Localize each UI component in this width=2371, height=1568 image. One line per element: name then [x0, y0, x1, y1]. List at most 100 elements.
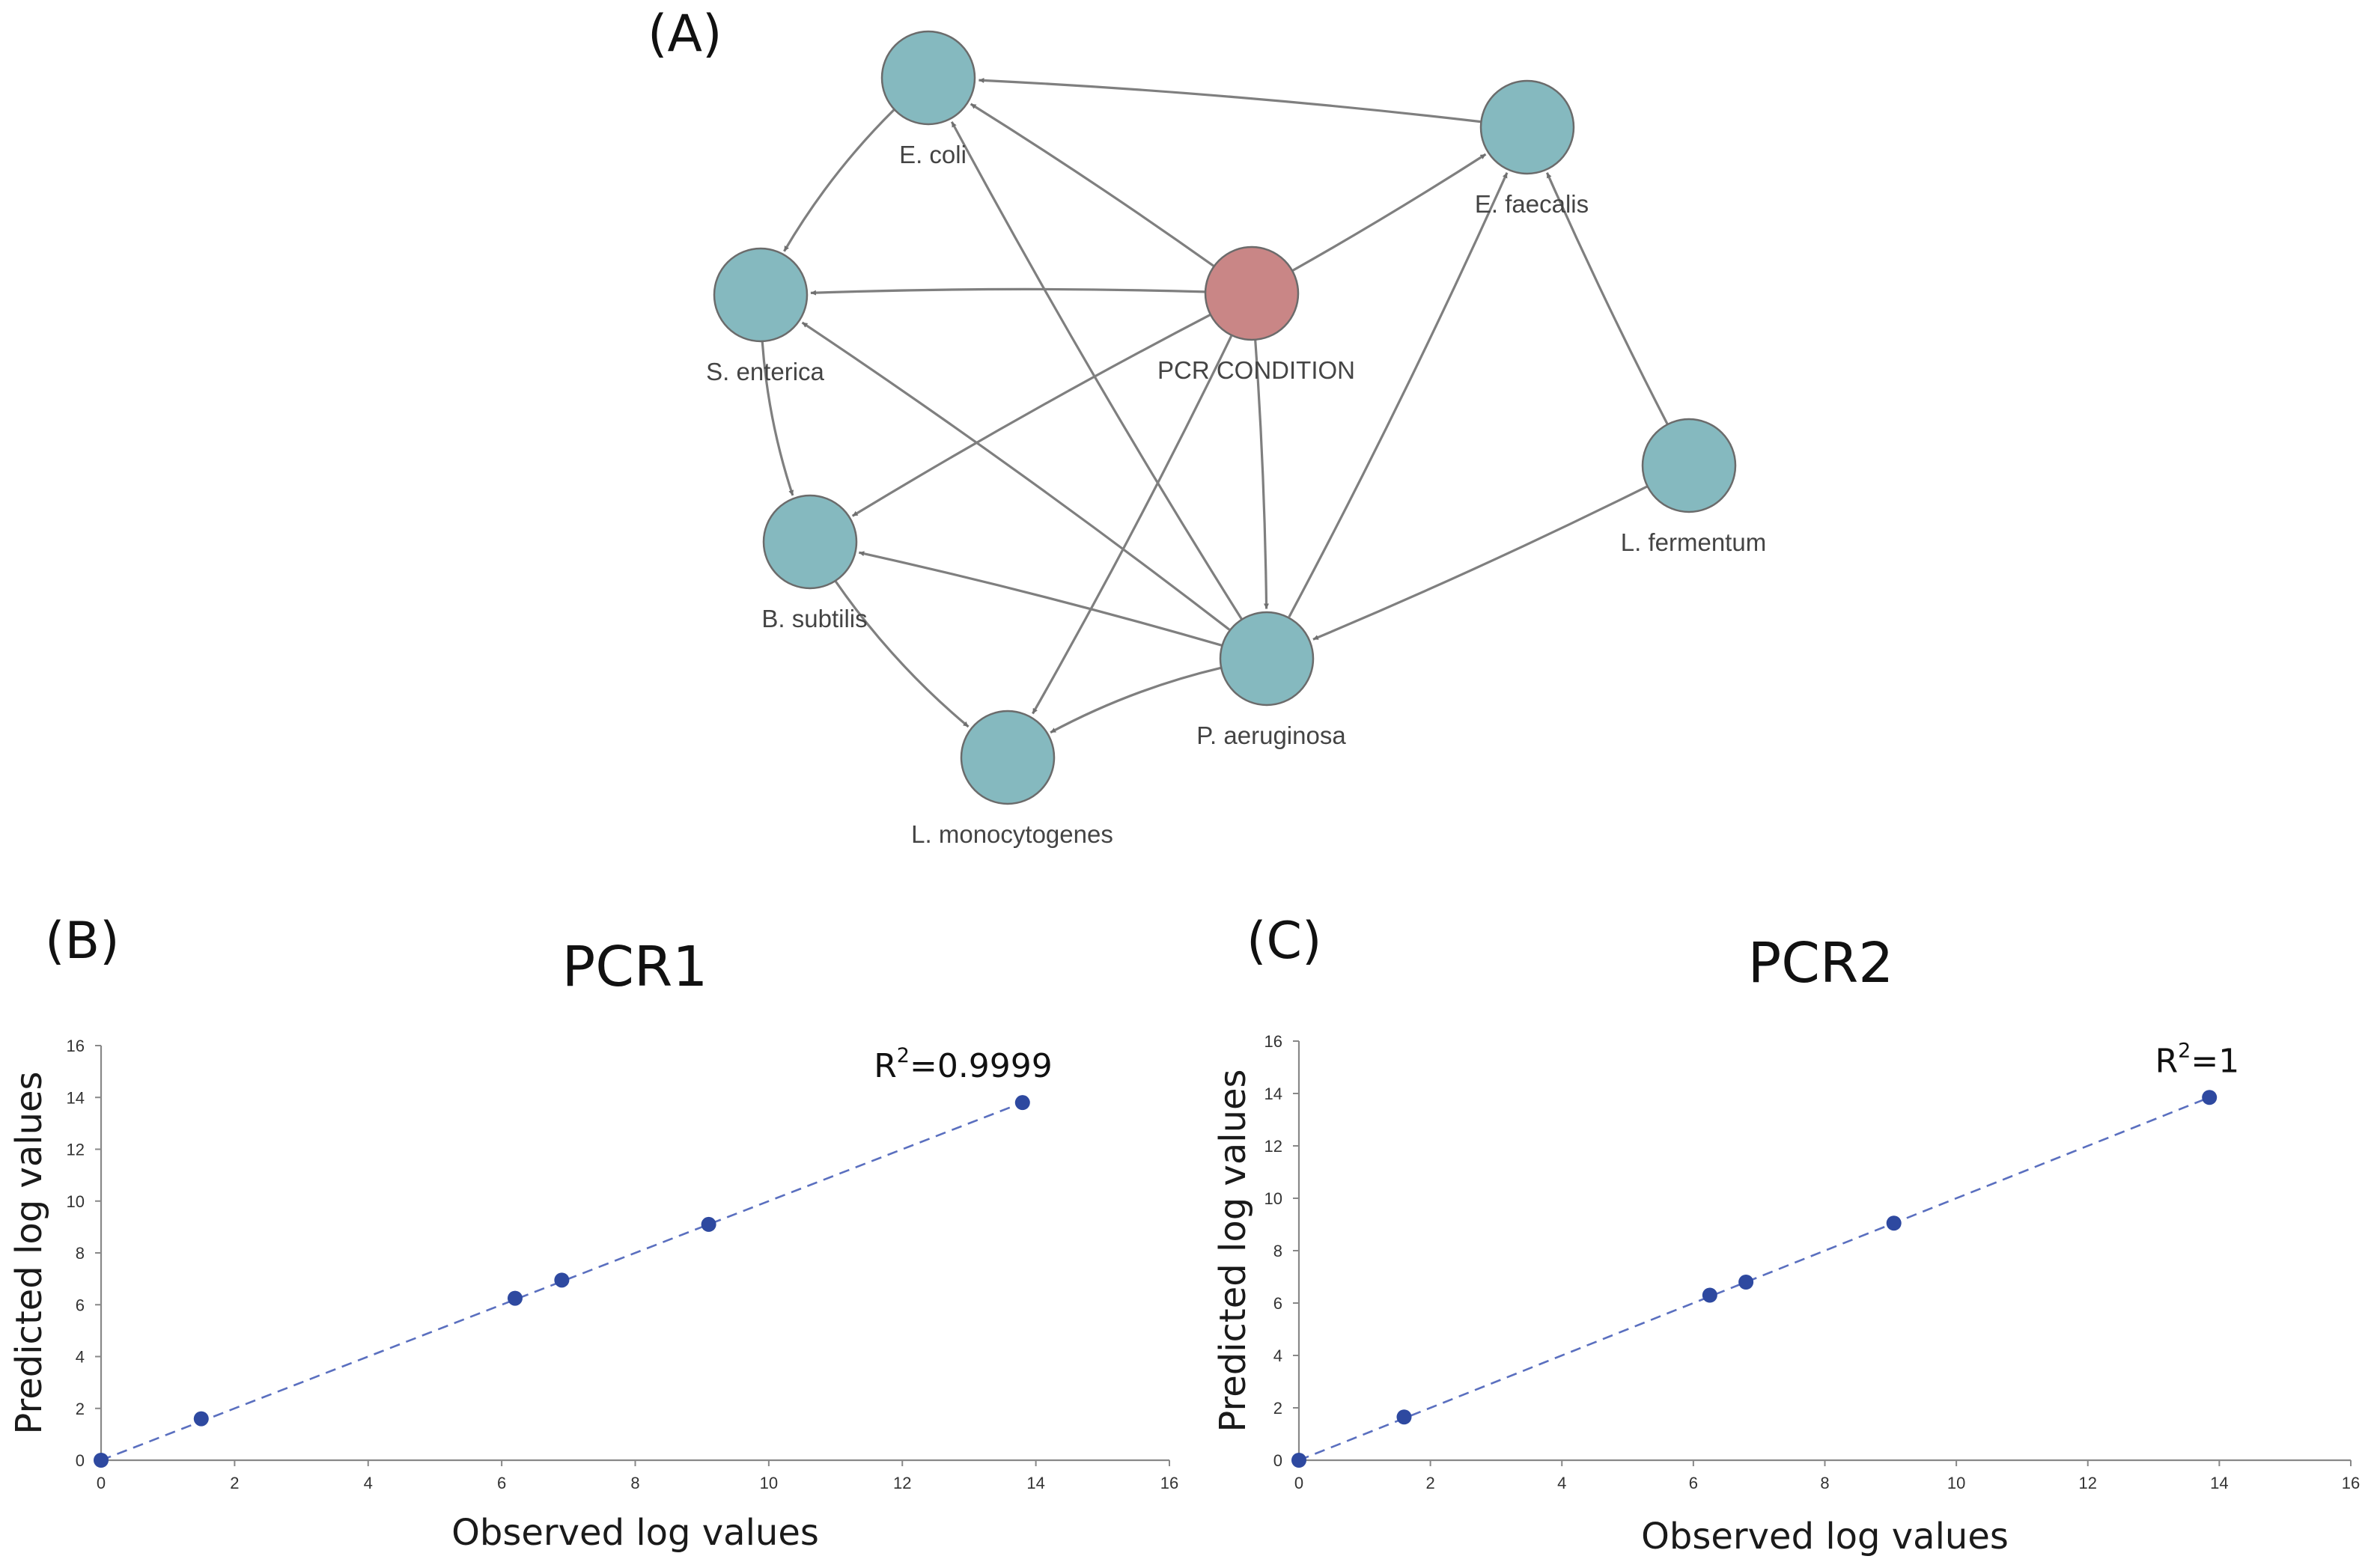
trendline: [1298, 1096, 2210, 1462]
chart-pcr2: (C) PCR2 0 2 4 6 8 10 12 14 16 0 2 4 6 8 10 12 14 16 Obser…: [1212, 912, 2360, 1558]
node-label-ecoli: E. coli: [899, 141, 967, 168]
network-nodes: E. coli E. faecalis S. enterica PCR CONDITI…: [706, 30, 1766, 848]
edge-lfermentum-to-efaecalis: [1545, 172, 1669, 425]
y-tick-label: 12: [1264, 1137, 1282, 1156]
node-paeruginosa: [1219, 611, 1315, 707]
y-tick-label: 0: [76, 1451, 85, 1470]
x-tick-label: 12: [893, 1474, 911, 1492]
y-tick-label: 16: [67, 1037, 85, 1055]
data-point: [701, 1216, 716, 1232]
chart-title: PCR2: [1748, 931, 1894, 995]
node-ecoli: [880, 30, 976, 126]
x-axis-title: Observed log values: [1641, 1516, 2009, 1558]
r-squared-annotation: R2=0.9999: [874, 1044, 1053, 1085]
data-point: [1396, 1409, 1412, 1425]
x-tick-label: 14: [1026, 1474, 1044, 1492]
data-point: [1702, 1287, 1717, 1303]
node-label-pcr: PCR CONDITION: [1157, 356, 1355, 384]
y-axis-title: Predicted log values: [8, 1071, 50, 1434]
chart-title: PCR1: [562, 935, 708, 999]
edge-pcr-to-senterica: [810, 287, 1205, 296]
panel-label-b: (B): [45, 912, 120, 971]
panel-label-c: (C): [1247, 912, 1322, 971]
network-edges: [761, 77, 1669, 734]
edge-bsubtilis-to-lmono: [834, 580, 970, 728]
x-tick-label: 12: [2079, 1474, 2097, 1492]
y-axis-title: Predicted log values: [1212, 1069, 1254, 1432]
x-tick-label: 6: [497, 1474, 506, 1492]
x-tick-label: 6: [1689, 1474, 1698, 1492]
edge-ecoli-to-senterica: [783, 109, 895, 252]
y-tick-label: 6: [76, 1296, 85, 1314]
x-tick-label: 4: [1557, 1474, 1566, 1492]
r-squared-value: =1: [2191, 1042, 2239, 1080]
r-squared-value: =0.9999: [910, 1047, 1053, 1085]
node-label-bsubtilis: B. subtilis: [761, 605, 867, 632]
node-bsubtilis: [762, 494, 858, 590]
y-tick-label: 2: [1273, 1399, 1282, 1418]
edge-pcr-to-paeruginosa: [1254, 340, 1270, 609]
y-tick-label: 2: [76, 1400, 85, 1418]
plot-area: 0 2 4 6 8 10 12 14 16 0 2 4 6 8 10 12 14 16 Observed log v…: [1212, 1032, 2360, 1558]
y-tick-label: 10: [1264, 1189, 1282, 1208]
edge-paeruginosa-to-bsubtilis: [858, 551, 1223, 647]
y-tick-label: 10: [67, 1192, 85, 1211]
edge-efaecalis-to-ecoli: [978, 77, 1481, 123]
node-label-lfermentum: L. fermentum: [1621, 528, 1766, 556]
node-label-senterica: S. enterica: [706, 358, 824, 385]
data-point: [1014, 1095, 1030, 1111]
edge-paeruginosa-to-ecoli: [950, 121, 1243, 620]
panel-label-a: (A): [648, 4, 722, 64]
edge-pcr-to-lmono: [1032, 335, 1233, 715]
r-squared-base: R: [2155, 1042, 2179, 1080]
node-label-paeruginosa: P. aeruginosa: [1196, 722, 1346, 749]
data-point: [94, 1453, 109, 1468]
x-tick-label: 8: [630, 1474, 639, 1492]
x-tick-label: 4: [364, 1474, 373, 1492]
plot-area: 0 2 4 6 8 10 12 14 16 0 2 4 6 8 10 12 14 16 Observed log v…: [8, 1037, 1178, 1554]
r-squared-exponent: 2: [2178, 1039, 2191, 1062]
y-tick-label: 12: [67, 1141, 85, 1159]
data-point: [193, 1411, 209, 1427]
r-squared-base: R: [874, 1047, 897, 1085]
x-tick-label: 10: [760, 1474, 778, 1492]
node-lfermentum: [1641, 418, 1737, 513]
trendline: [100, 1101, 1023, 1462]
chart-pcr1: (B) PCR1 0 2 4 6 8 10 12 14 16 0 2 4 6 8 10 12 14 16 Obser…: [8, 912, 1178, 1554]
x-tick-label: 16: [1160, 1474, 1178, 1492]
node-pcr: [1204, 245, 1300, 341]
x-axis-title: Observed log values: [451, 1512, 819, 1554]
node-senterica: [713, 247, 809, 343]
edge-senterica-to-bsubtilis: [761, 341, 794, 496]
x-tick-label: 14: [2210, 1474, 2228, 1492]
node-efaecalis: [1479, 79, 1575, 175]
x-tick-label: 0: [1294, 1474, 1303, 1492]
edge-paeruginosa-to-efaecalis: [1288, 172, 1509, 617]
y-tick-label: 8: [76, 1244, 85, 1263]
data-point: [1886, 1215, 1902, 1231]
y-tick-label: 6: [1273, 1294, 1282, 1313]
x-tick-label: 0: [97, 1474, 106, 1492]
edge-pcr-to-efaecalis: [1292, 153, 1487, 272]
r-squared-annotation: R2=1: [2155, 1039, 2240, 1080]
network-panel: (A) E. coli E. faecalis S. enterica PCR CON…: [648, 4, 1766, 848]
data-point: [554, 1272, 570, 1288]
edge-paeruginosa-to-senterica: [801, 321, 1230, 631]
y-tick-label: 14: [67, 1088, 85, 1107]
r-squared-exponent: 2: [897, 1044, 910, 1067]
node-lmono: [960, 710, 1056, 805]
data-point: [1291, 1453, 1306, 1468]
data-point: [1738, 1275, 1754, 1290]
edge-lfermentum-to-paeruginosa: [1312, 485, 1649, 641]
x-tick-label: 2: [1426, 1474, 1435, 1492]
y-tick-label: 8: [1273, 1242, 1282, 1260]
edge-paeruginosa-to-lmono: [1050, 666, 1222, 734]
y-tick-label: 0: [1273, 1451, 1282, 1470]
edge-pcr-to-bsubtilis: [851, 314, 1211, 517]
x-tick-label: 10: [1947, 1474, 1965, 1492]
x-tick-label: 2: [230, 1474, 239, 1492]
data-point: [2202, 1090, 2218, 1105]
data-point: [507, 1290, 523, 1306]
x-tick-label: 16: [2342, 1474, 2360, 1492]
